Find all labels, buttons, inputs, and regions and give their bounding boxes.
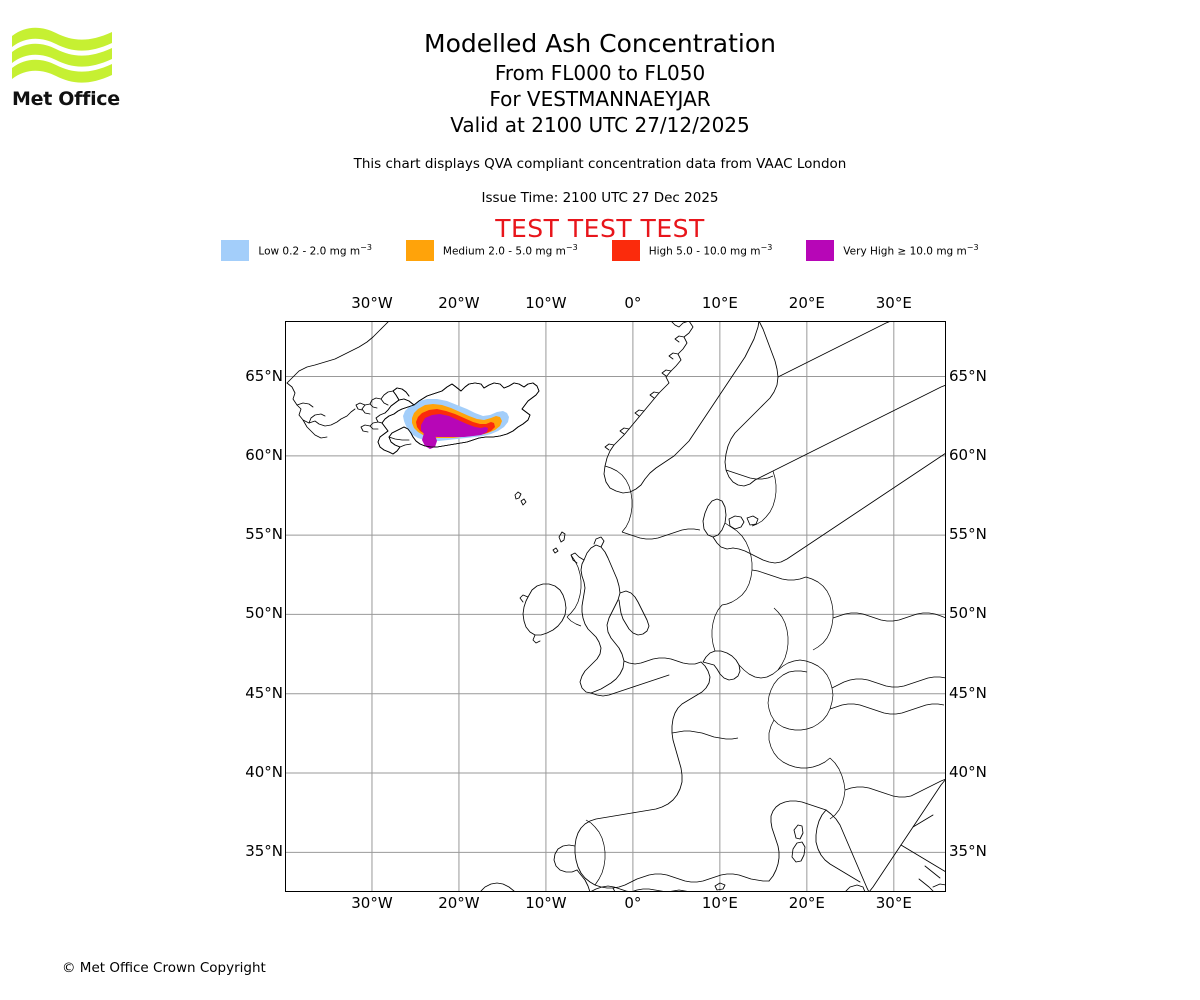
copyright-text: © Met Office Crown Copyright <box>62 960 266 976</box>
title-block: Modelled Ash Concentration From FL000 to… <box>0 28 1200 138</box>
plume-core-very-high <box>422 432 437 449</box>
lon-tick-bottom-30°E: 30°E <box>875 894 912 912</box>
lon-tick-bottom-30°W: 30°W <box>351 894 393 912</box>
legend-label-high: High 5.0 - 10.0 mg m−3 <box>648 243 773 258</box>
met-office-logo: Met Office <box>12 26 120 114</box>
lat-tick-right-65°N: 65°N <box>949 366 987 385</box>
lon-tick-bottom-0°: 0° <box>624 894 642 912</box>
concentration-legend: Low 0.2 - 2.0 mg m−3 Medium 2.0 - 5.0 mg… <box>0 240 1200 261</box>
plume-contour-very-high <box>421 414 488 437</box>
lat-tick-right-35°N: 35°N <box>949 842 987 861</box>
lon-tick-top-20°E: 20°E <box>788 294 825 312</box>
lat-tick-left-60°N: 60°N <box>245 445 283 464</box>
lat-tick-right-55°N: 55°N <box>949 525 987 544</box>
lat-tick-left-45°N: 45°N <box>245 683 283 702</box>
test-banner: TEST TEST TEST <box>495 214 705 243</box>
map-plot[interactable] <box>285 321 946 892</box>
longitude-axis-top: 30°W 20°W 10°W 0° 10°E 20°E 30°E <box>285 294 946 316</box>
legend-item-medium: Medium 2.0 - 5.0 mg m−3 <box>405 240 578 261</box>
flight-level-subtitle: From FL000 to FL050 <box>494 61 706 85</box>
legend-swatch-medium <box>405 240 434 261</box>
map-gridlines <box>285 321 946 892</box>
iceland-coast-overlay <box>377 382 540 455</box>
legend-swatch-very-high <box>806 240 835 261</box>
lon-tick-top-30°W: 30°W <box>351 294 393 312</box>
lat-tick-right-40°N: 40°N <box>949 763 987 782</box>
lon-tick-bottom-20°E: 20°E <box>788 894 825 912</box>
legend-swatch-high <box>611 240 640 261</box>
lon-tick-bottom-10°E: 10°E <box>701 894 738 912</box>
met-office-brand-text: Met Office <box>12 88 120 110</box>
lat-tick-right-45°N: 45°N <box>949 683 987 702</box>
chart-note: This chart displays QVA compliant concen… <box>353 156 847 172</box>
volcano-subtitle: For VESTMANNAEYJAR <box>489 87 711 111</box>
legend-swatch-low <box>221 240 250 261</box>
legend-item-very-high: Very High ≥ 10.0 mg m−3 <box>806 240 979 261</box>
lon-tick-top-10°E: 10°E <box>701 294 738 312</box>
latitude-axis-right: 65°N 60°N 55°N 50°N 45°N 40°N 35°N <box>949 321 1011 892</box>
lat-tick-left-65°N: 65°N <box>245 366 283 385</box>
met-office-wave-icon <box>12 26 112 86</box>
map-country-borders <box>566 465 946 886</box>
lat-tick-left-35°N: 35°N <box>245 842 283 861</box>
ash-plume-contours <box>403 399 509 449</box>
legend-label-medium: Medium 2.0 - 5.0 mg m−3 <box>442 243 578 258</box>
lat-tick-left-40°N: 40°N <box>245 763 283 782</box>
valid-time-subtitle: Valid at 2100 UTC 27/12/2025 <box>450 113 750 137</box>
legend-item-low: Low 0.2 - 2.0 mg m−3 <box>221 240 372 261</box>
lat-tick-left-50°N: 50°N <box>245 604 283 623</box>
lon-tick-bottom-20°W: 20°W <box>438 894 480 912</box>
page-title: Modelled Ash Concentration <box>424 29 776 58</box>
latitude-axis-left: 65°N 60°N 55°N 50°N 45°N 40°N 35°N <box>225 321 283 892</box>
issue-time: Issue Time: 2100 UTC 27 Dec 2025 <box>481 190 719 206</box>
legend-item-high: High 5.0 - 10.0 mg m−3 <box>611 240 773 261</box>
map-frame <box>285 321 946 892</box>
lon-tick-top-10°W: 10°W <box>525 294 567 312</box>
lat-tick-left-55°N: 55°N <box>245 525 283 544</box>
legend-label-very-high: Very High ≥ 10.0 mg m−3 <box>843 243 979 258</box>
lon-tick-top-30°E: 30°E <box>875 294 912 312</box>
lon-tick-top-0°: 0° <box>624 294 642 312</box>
legend-label-low: Low 0.2 - 2.0 mg m−3 <box>258 243 372 258</box>
lon-tick-top-20°W: 20°W <box>438 294 480 312</box>
lat-tick-right-60°N: 60°N <box>949 445 987 464</box>
longitude-axis-bottom: 30°W 20°W 10°W 0° 10°E 20°E 30°E <box>285 894 946 916</box>
lat-tick-right-50°N: 50°N <box>949 604 987 623</box>
lon-tick-bottom-10°W: 10°W <box>525 894 567 912</box>
